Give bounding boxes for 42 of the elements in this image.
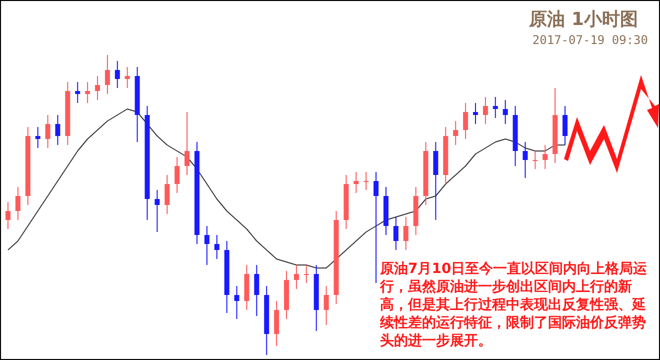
- candlestick: [55, 114, 60, 146]
- candlestick: [5, 202, 10, 230]
- chart-subtitle: 2017-07-19 09:30: [532, 33, 648, 47]
- candlestick: [164, 174, 170, 214]
- candlestick: [274, 300, 280, 346]
- candlestick: [35, 126, 40, 148]
- candlestick: [294, 264, 299, 290]
- candlestick: [473, 102, 478, 124]
- candlestick: [95, 76, 100, 100]
- candlestick: [114, 60, 120, 88]
- candlestick: [15, 186, 20, 220]
- candlestick: [562, 106, 568, 146]
- candlestick: [502, 100, 508, 124]
- chart-title: 原油 1小时图: [528, 9, 638, 30]
- candlestick: [104, 54, 110, 94]
- candlestick: [453, 120, 458, 146]
- candlestick: [433, 142, 438, 220]
- candlestick: [463, 102, 468, 140]
- candlestick: [403, 216, 408, 250]
- candlestick: [174, 156, 180, 194]
- candlestick: [482, 96, 488, 124]
- candlestick: [75, 82, 80, 104]
- candlestick: [184, 112, 190, 176]
- candlestick: [542, 144, 548, 170]
- candlestick: [354, 172, 359, 194]
- candlestick: [304, 264, 309, 284]
- candlestick: [254, 264, 260, 316]
- candlestick: [154, 190, 160, 232]
- candlestick: [45, 114, 50, 148]
- candlestick: [532, 150, 538, 170]
- candlestick: [214, 234, 220, 260]
- candlestick: [522, 142, 528, 178]
- candlestick: [393, 216, 398, 250]
- candlestick: [492, 96, 498, 118]
- candlestick: [364, 172, 369, 190]
- candlestick: [204, 226, 210, 266]
- candlestick: [85, 82, 90, 104]
- candlestick: [324, 286, 329, 326]
- candlestick: [374, 172, 379, 284]
- candlestick: [234, 286, 240, 320]
- candlestick: [124, 66, 130, 88]
- annotation: 原油7月10日至今一直以区间内向上格局运行，虽然原油进一步创出区间内上行的新高，但是其上行过程中表现出反复性强、延续性差的运行特征，限制了国际油价反弹势头的进一步展开。: [380, 260, 648, 350]
